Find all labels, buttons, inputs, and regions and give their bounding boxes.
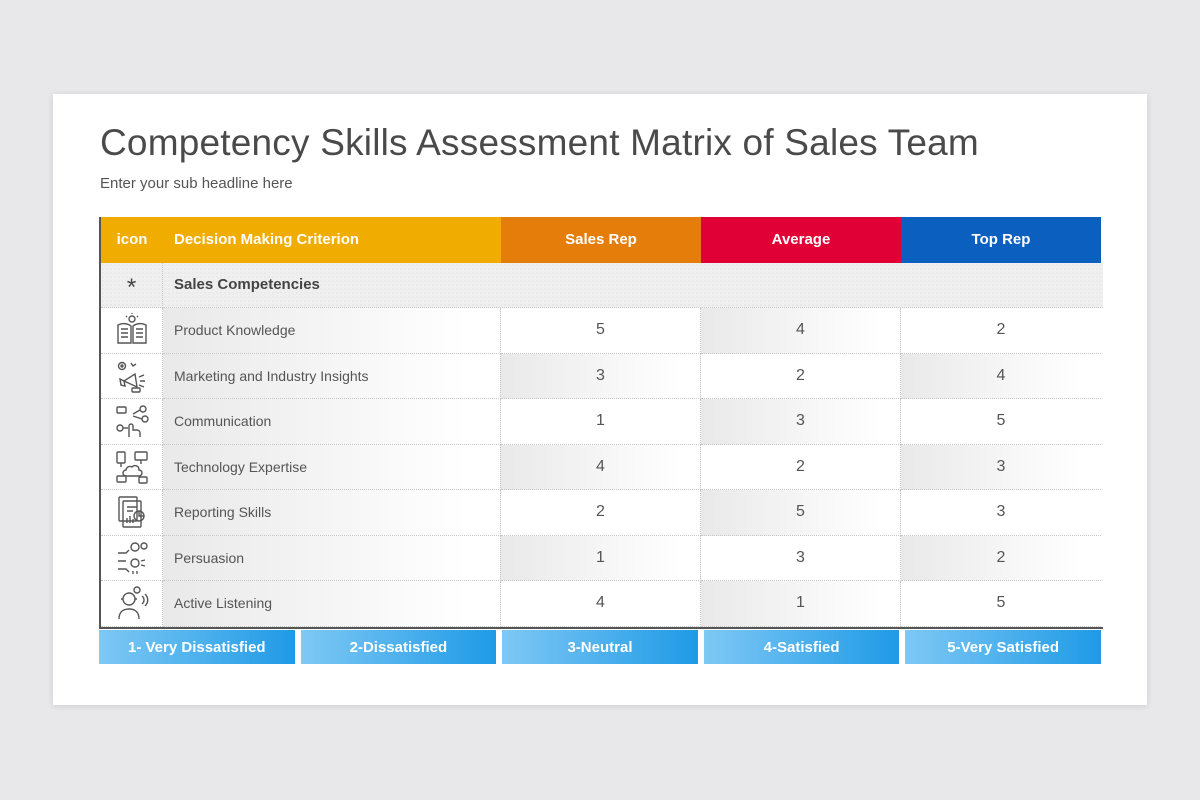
slide: Competency Skills Assessment Matrix of S… bbox=[53, 94, 1147, 705]
person-listening-icon bbox=[101, 581, 163, 627]
score-average: 3 bbox=[701, 399, 901, 445]
score-top-rep: 2 bbox=[901, 308, 1101, 354]
header-top-rep: Top Rep bbox=[901, 217, 1101, 263]
score-average: 3 bbox=[701, 535, 901, 581]
criterion-label: Reporting Skills bbox=[163, 490, 501, 536]
header-sales-rep: Sales Rep bbox=[501, 217, 701, 263]
score-average: 2 bbox=[701, 353, 901, 399]
table-row: Reporting Skills 2 5 3 bbox=[101, 490, 1103, 536]
score-average: 2 bbox=[701, 444, 901, 490]
score-top-rep: 3 bbox=[901, 490, 1101, 536]
rating-legend: 1- Very Dissatisfied 2-Dissatisfied 3-Ne… bbox=[99, 630, 1101, 664]
category-marker: * bbox=[101, 262, 163, 308]
legend-item-dissatisfied: 2-Dissatisfied bbox=[300, 630, 497, 664]
score-sales-rep: 1 bbox=[501, 535, 701, 581]
person-ideas-icon bbox=[101, 535, 163, 581]
legend-item-very-satisfied: 5-Very Satisfied bbox=[905, 630, 1101, 664]
criterion-label: Active Listening bbox=[163, 581, 501, 627]
legend-item-very-dissatisfied: 1- Very Dissatisfied bbox=[99, 630, 295, 664]
score-average: 1 bbox=[701, 581, 901, 627]
table-row: Product Knowledge 5 4 2 bbox=[101, 308, 1103, 354]
criterion-label: Product Knowledge bbox=[163, 308, 501, 354]
score-top-rep: 5 bbox=[901, 581, 1101, 627]
score-sales-rep: 4 bbox=[501, 444, 701, 490]
criterion-label: Technology Expertise bbox=[163, 444, 501, 490]
devices-cloud-icon bbox=[101, 444, 163, 490]
category-label: Sales Competencies bbox=[163, 262, 1103, 308]
table-row: Persuasion 1 3 2 bbox=[101, 535, 1103, 581]
criterion-label: Marketing and Industry Insights bbox=[163, 353, 501, 399]
score-sales-rep: 2 bbox=[501, 490, 701, 536]
criterion-label: Communication bbox=[163, 399, 501, 445]
table-row: Marketing and Industry Insights 3 2 4 bbox=[101, 353, 1103, 399]
report-chart-icon bbox=[101, 490, 163, 536]
score-top-rep: 2 bbox=[901, 535, 1101, 581]
score-sales-rep: 1 bbox=[501, 399, 701, 445]
table-row: Technology Expertise 4 2 3 bbox=[101, 444, 1103, 490]
score-average: 5 bbox=[701, 490, 901, 536]
score-sales-rep: 4 bbox=[501, 581, 701, 627]
score-average: 4 bbox=[701, 308, 901, 354]
category-row: * Sales Competencies bbox=[101, 262, 1103, 308]
score-top-rep: 3 bbox=[901, 444, 1101, 490]
assessment-table: icon Decision Making Criterion Sales Rep… bbox=[99, 217, 1103, 629]
megaphone-gear-icon bbox=[101, 353, 163, 399]
score-top-rep: 4 bbox=[901, 353, 1101, 399]
book-lightbulb-icon bbox=[101, 308, 163, 354]
header-icon: icon bbox=[101, 217, 163, 263]
table-row: Active Listening 4 1 5 bbox=[101, 581, 1103, 627]
hand-network-icon bbox=[101, 399, 163, 445]
criterion-label: Persuasion bbox=[163, 535, 501, 581]
legend-item-neutral: 3-Neutral bbox=[502, 630, 698, 664]
table-row: Communication 1 3 5 bbox=[101, 399, 1103, 445]
page-subtitle: Enter your sub headline here bbox=[100, 175, 293, 192]
table-header-row: icon Decision Making Criterion Sales Rep… bbox=[101, 217, 1103, 263]
score-sales-rep: 3 bbox=[501, 353, 701, 399]
legend-item-satisfied: 4-Satisfied bbox=[703, 630, 900, 664]
score-sales-rep: 5 bbox=[501, 308, 701, 354]
header-criterion: Decision Making Criterion bbox=[163, 217, 501, 263]
page-title: Competency Skills Assessment Matrix of S… bbox=[100, 122, 979, 163]
header-average: Average bbox=[701, 217, 901, 263]
score-top-rep: 5 bbox=[901, 399, 1101, 445]
